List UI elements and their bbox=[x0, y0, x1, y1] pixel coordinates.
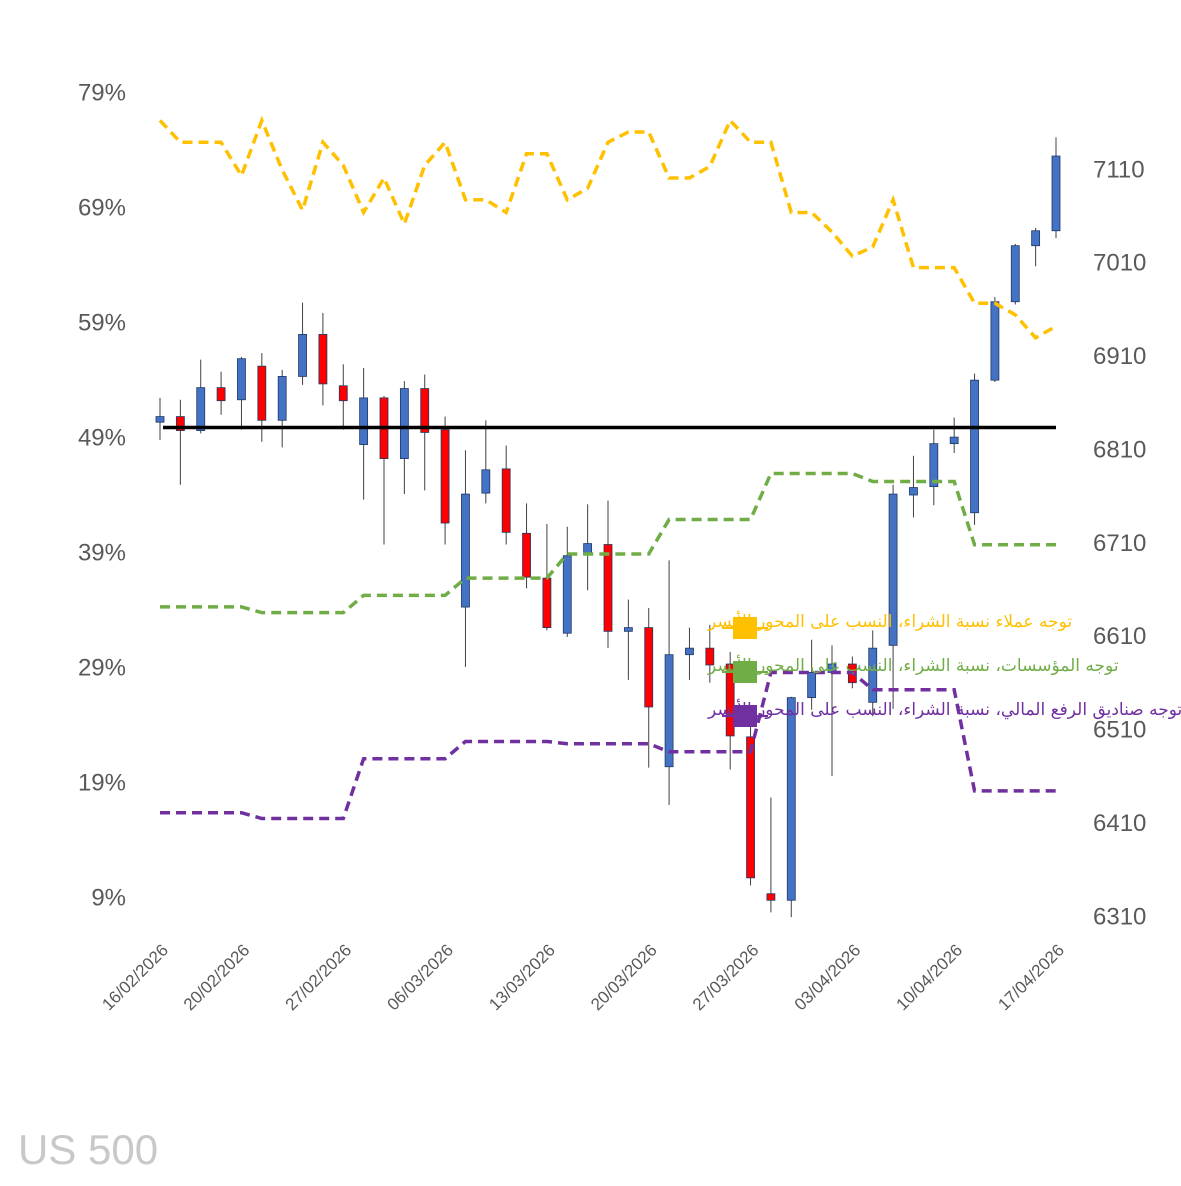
legend-swatch bbox=[733, 705, 757, 727]
x-tick-label: 20/03/2026 bbox=[587, 941, 661, 1015]
series-line bbox=[158, 115, 1057, 341]
candle-body bbox=[399, 388, 409, 459]
candle-body bbox=[603, 544, 613, 632]
candle-body bbox=[746, 736, 755, 879]
x-tick-label: 27/02/2026 bbox=[282, 941, 356, 1015]
legend-label: توجه عملاء نسبة الشراء، النسب على المحور… bbox=[707, 611, 1072, 632]
candle-body bbox=[522, 532, 531, 578]
watermark: US 500 bbox=[18, 1126, 158, 1173]
candle-body bbox=[338, 385, 348, 402]
y2-tick-label: 6610 bbox=[1093, 623, 1146, 650]
x-tick-label: 13/03/2026 bbox=[485, 941, 559, 1015]
y-tick-label: 9% bbox=[91, 884, 126, 911]
x-tick-label: 17/04/2026 bbox=[994, 941, 1068, 1015]
candle-body bbox=[420, 388, 430, 433]
candle-body bbox=[196, 387, 206, 431]
y2-tick-label: 6810 bbox=[1093, 436, 1146, 463]
candle-body bbox=[481, 469, 491, 494]
candle-body bbox=[888, 493, 898, 646]
legend-label: توجه المؤسسات، نسبة الشراء، النسب على ال… bbox=[707, 655, 1119, 676]
candle-body bbox=[786, 697, 796, 901]
candle-body bbox=[664, 654, 674, 768]
candle-body bbox=[929, 443, 939, 488]
x-tick-label: 10/04/2026 bbox=[893, 941, 967, 1015]
series-line bbox=[160, 670, 1056, 821]
candle-body bbox=[155, 416, 165, 423]
candle-body bbox=[909, 487, 918, 496]
candle-body bbox=[807, 672, 817, 699]
y2-tick-label: 7110 bbox=[1093, 156, 1145, 183]
y-tick-label: 39% bbox=[78, 539, 126, 566]
candle-body bbox=[766, 893, 776, 901]
y-tick-label: 29% bbox=[78, 654, 126, 681]
y-tick-label: 79% bbox=[78, 79, 126, 106]
y-tick-label: 69% bbox=[78, 194, 126, 221]
candle-body bbox=[705, 647, 715, 666]
candle-body bbox=[562, 555, 572, 634]
y2-tick-label: 6510 bbox=[1093, 717, 1146, 744]
candle-body bbox=[318, 334, 328, 385]
y2-tick-label: 6310 bbox=[1093, 903, 1146, 930]
candle-body bbox=[257, 365, 267, 421]
candle-body bbox=[644, 627, 654, 708]
candle-body bbox=[1031, 230, 1041, 247]
candle-body bbox=[175, 416, 185, 431]
legend-label: توجه صناديق الرفع المالي، نسبة الشراء، ا… bbox=[707, 699, 1181, 720]
x-tick-label: 27/03/2026 bbox=[689, 941, 763, 1015]
candle-body bbox=[277, 376, 287, 421]
candle-body bbox=[685, 647, 694, 656]
y2-tick-label: 6410 bbox=[1093, 810, 1146, 837]
candle-body bbox=[216, 387, 226, 402]
candle-body bbox=[440, 429, 450, 524]
candle-body bbox=[1051, 155, 1061, 232]
y-tick-label: 59% bbox=[78, 309, 126, 336]
candle-body bbox=[623, 627, 633, 632]
candle-body bbox=[949, 436, 959, 445]
x-tick-label: 20/02/2026 bbox=[180, 941, 254, 1015]
y-tick-label: 19% bbox=[78, 769, 126, 796]
candle-body bbox=[501, 468, 511, 533]
y-tick-label: 49% bbox=[78, 424, 126, 451]
legend-swatch bbox=[733, 617, 757, 639]
candle-body bbox=[970, 379, 979, 514]
candle-body bbox=[542, 577, 552, 629]
y2-tick-label: 6710 bbox=[1093, 530, 1146, 557]
candle-body bbox=[461, 493, 470, 608]
x-tick-label: 03/04/2026 bbox=[791, 941, 865, 1015]
legend-swatch bbox=[733, 661, 757, 683]
candle-body bbox=[868, 647, 878, 703]
y2-tick-label: 7010 bbox=[1093, 250, 1146, 277]
candle-body bbox=[1010, 245, 1020, 303]
candle-body bbox=[298, 334, 307, 377]
candle-body bbox=[359, 397, 369, 445]
x-tick-label: 06/03/2026 bbox=[383, 941, 457, 1015]
series-line bbox=[160, 471, 1056, 615]
x-tick-label: 16/02/2026 bbox=[98, 941, 172, 1015]
y2-tick-label: 6910 bbox=[1093, 343, 1146, 370]
candle-body bbox=[990, 301, 1000, 381]
candle-body bbox=[237, 358, 246, 401]
candle-body bbox=[725, 663, 735, 737]
